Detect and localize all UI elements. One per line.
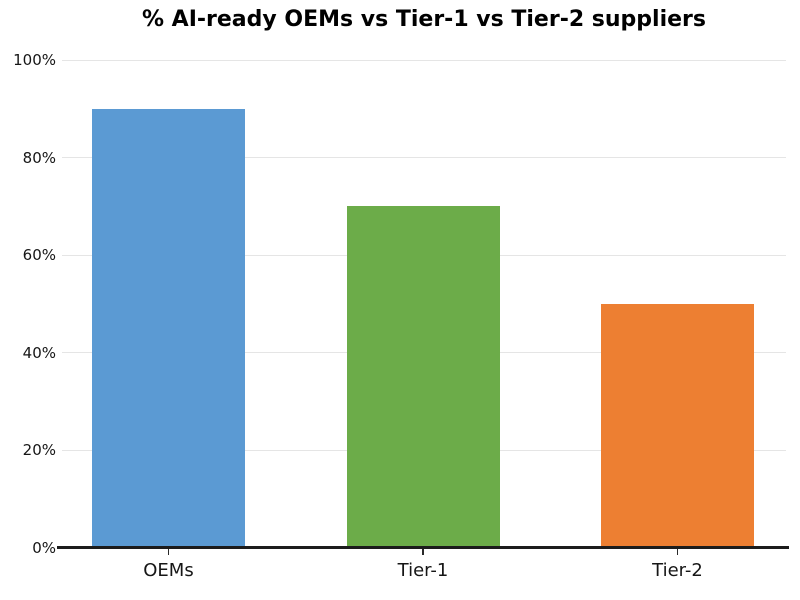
y-axis-tick-label: 100% xyxy=(13,51,56,69)
y-axis-tick-label: 20% xyxy=(22,441,56,460)
y-axis-tick-label: 60% xyxy=(22,246,56,265)
x-axis-tick-mark xyxy=(422,549,424,555)
x-axis-label-tier-2: Tier-2 xyxy=(652,560,703,581)
y-axis-tick-label: 0% xyxy=(32,539,56,557)
x-axis-line xyxy=(57,546,789,549)
chart-title: % AI-ready OEMs vs Tier-1 vs Tier-2 supp… xyxy=(141,7,706,32)
x-axis-tick-mark xyxy=(676,549,679,555)
y-gridline xyxy=(62,157,786,159)
bar-tier-1 xyxy=(346,206,500,548)
bar-tier-2 xyxy=(601,304,754,548)
bar-oems xyxy=(92,108,245,548)
y-axis-tick-label: 40% xyxy=(22,343,56,362)
y-gridline xyxy=(62,59,786,61)
y-axis-tick-label: 80% xyxy=(22,148,56,167)
x-axis-label-oems: OEMs xyxy=(143,560,194,581)
x-axis-tick-mark xyxy=(167,549,170,555)
x-axis-label-tier-1: Tier-1 xyxy=(397,560,449,581)
